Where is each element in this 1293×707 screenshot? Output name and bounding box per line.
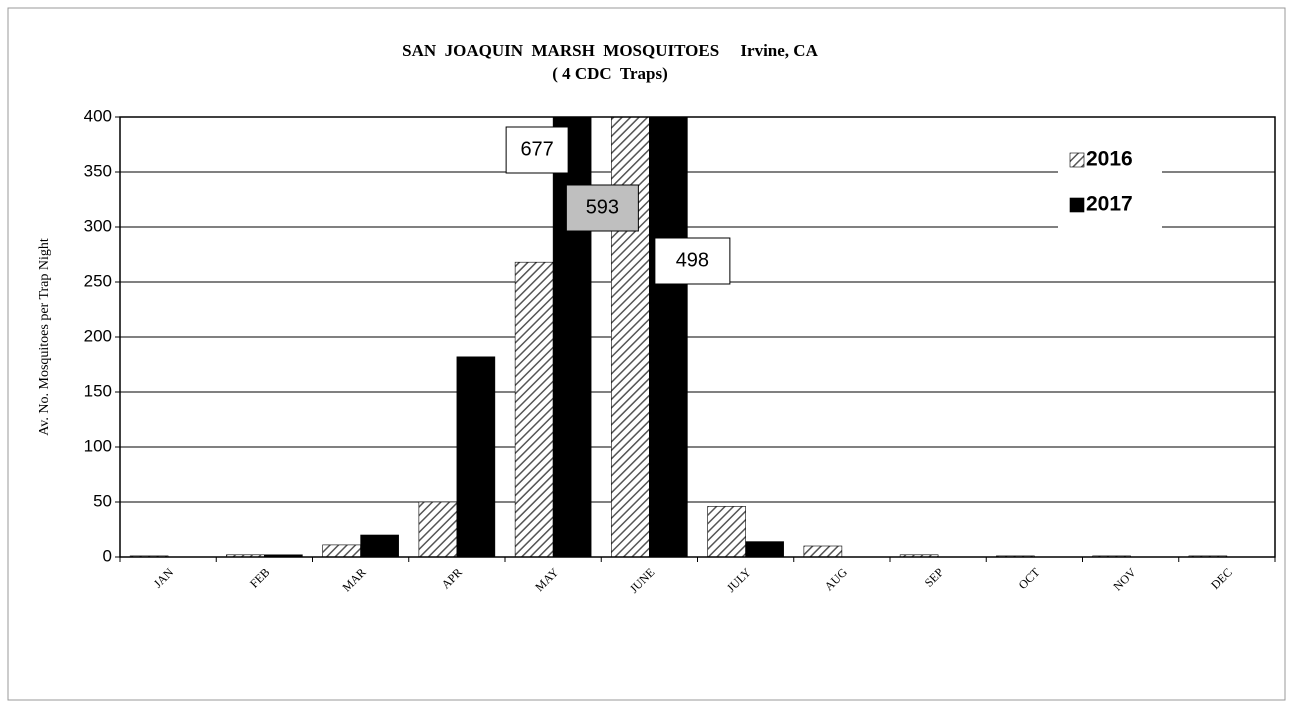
legend-label: 2016 <box>1086 148 1133 171</box>
value-label: 593 <box>586 196 619 218</box>
chart-subtitle: ( 4 CDC Traps) <box>552 64 668 83</box>
value-label-box <box>654 237 731 285</box>
bar <box>360 534 399 557</box>
y-tick-label: 100 <box>84 436 112 455</box>
value-label-box <box>565 184 639 232</box>
bar <box>418 501 458 557</box>
y-tick-label: 150 <box>84 381 112 400</box>
value-label: 498 <box>676 249 709 271</box>
y-tick-label: 200 <box>84 326 112 345</box>
bar <box>322 544 361 557</box>
y-tick-label: 350 <box>84 161 112 180</box>
value-label: 677 <box>520 138 553 160</box>
bar <box>514 261 554 557</box>
y-tick-label: 300 <box>84 216 112 235</box>
y-axis-label: Av. No. Mosquitoes per Trap Night <box>37 238 52 436</box>
y-tick-label: 0 <box>103 546 112 565</box>
bar <box>803 545 843 557</box>
legend-swatch <box>1069 152 1085 168</box>
legend-swatch <box>1069 197 1085 213</box>
y-tick-label: 400 <box>84 106 112 125</box>
plot-border <box>119 116 1276 558</box>
bar <box>456 356 496 557</box>
y-tick-label: 250 <box>84 271 112 290</box>
bar <box>707 506 746 557</box>
y-tick-label: 50 <box>93 491 112 510</box>
legend-label: 2017 <box>1086 193 1133 216</box>
bar <box>745 541 784 557</box>
chart-title: SAN JOAQUIN MARSH MOSQUITOES Irvine, CA <box>402 41 818 60</box>
value-label-box <box>505 126 569 174</box>
